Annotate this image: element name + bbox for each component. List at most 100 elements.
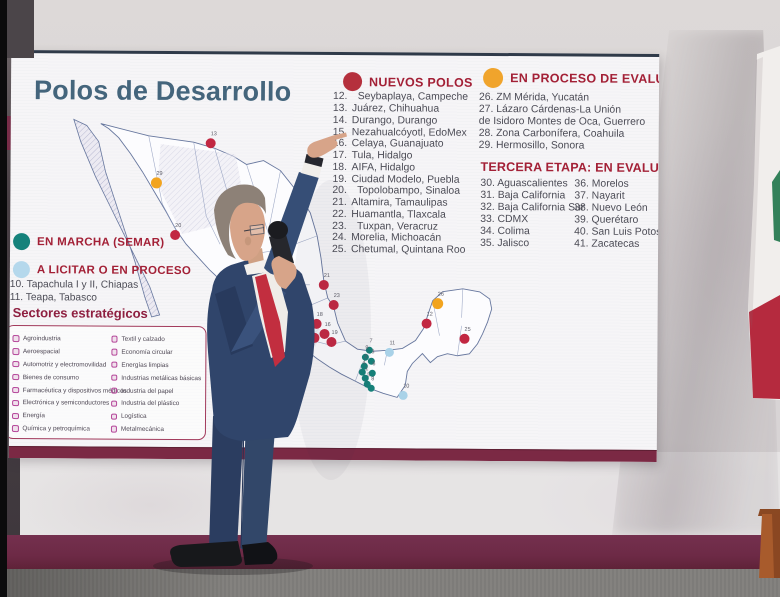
sector-label: Logística bbox=[120, 412, 147, 421]
sector-item: Energías limpias bbox=[110, 358, 202, 371]
map-marker-dot bbox=[432, 298, 444, 310]
list-item: 33. CDMX bbox=[480, 213, 529, 226]
list-item-number: 15. bbox=[332, 126, 348, 138]
electronics-icon bbox=[12, 399, 19, 407]
sector-label: Energías limpias bbox=[121, 361, 169, 369]
automotive-icon bbox=[12, 361, 19, 368]
sector-label: Aeroespacial bbox=[22, 347, 60, 356]
sector-label: Electrónica y semiconductores bbox=[22, 399, 110, 408]
map-marker-dot bbox=[150, 177, 162, 189]
list-item: 23. Tuxpan, Veracruz bbox=[332, 220, 484, 233]
list-item-text: Durango, Durango bbox=[351, 114, 438, 127]
list-item-number: 20. bbox=[332, 185, 347, 197]
list-item: 37. Nayarit bbox=[574, 190, 625, 202]
map-marker-dot bbox=[170, 229, 181, 241]
list-item: 38. Nuevo León bbox=[574, 202, 648, 214]
map-marker-dot bbox=[299, 330, 310, 341]
list-item: 34. Colima bbox=[480, 225, 530, 238]
floor-carpet bbox=[0, 569, 780, 597]
list-item: 35. Jalisco bbox=[480, 237, 530, 250]
a-licitar-list: 10. Tapachula I y II, Chiapas 11. Teapa, … bbox=[10, 279, 170, 306]
list-item-text: Nezahualcóyotl, EdoMex bbox=[351, 126, 467, 139]
map-marker-dot bbox=[318, 279, 329, 290]
nuevos-polos-label: NUEVOS POLOS bbox=[369, 74, 473, 90]
top-left-dark-corner bbox=[7, 0, 34, 58]
map-marker-number: 21 bbox=[323, 272, 331, 279]
map-marker-number: 3 bbox=[371, 349, 375, 356]
list-item: 11. Teapa, Tabasco bbox=[9, 292, 98, 304]
map-marker-dot bbox=[367, 384, 375, 392]
sector-item: Textil y calzado bbox=[110, 333, 202, 346]
map-marker-dot bbox=[326, 336, 337, 348]
sector-item: Industria del papel bbox=[110, 384, 202, 397]
list-item: 25. Chetumal, Quintana Roo bbox=[332, 244, 484, 257]
list-item: 41. Zacatecas bbox=[574, 238, 640, 250]
en-proceso-list: 26. ZM Mérida, Yucatán 27. Lázaro Cárden… bbox=[479, 92, 660, 153]
sector-item: Aeroespacial bbox=[12, 345, 107, 358]
sectores-col2: Textil y calzado Economía circular Energ… bbox=[110, 333, 201, 436]
map-marker-dot bbox=[421, 318, 432, 329]
sector-item: Industrias metálicas básicas bbox=[110, 371, 202, 384]
nuevos-polos-list: 12. Seybaplaya, Campeche 13. Juárez, Chi… bbox=[332, 91, 485, 256]
list-item-number: 22. bbox=[332, 208, 347, 220]
list-item: 20. Topolobampo, Sinaloa bbox=[332, 185, 484, 198]
map-marker-number: 6 bbox=[372, 361, 376, 368]
sector-item: Agroindustria bbox=[12, 332, 107, 345]
map-marker-number: 16 bbox=[324, 321, 331, 328]
consumer-goods-icon bbox=[12, 373, 19, 381]
list-item-number: 19. bbox=[332, 173, 347, 185]
en-proceso-label: EN PROCESO DE EVALUACIÓN bbox=[510, 71, 660, 87]
map-marker-dot bbox=[311, 318, 322, 329]
map-marker-dot bbox=[328, 299, 339, 311]
list-item-text: Altamira, Tamaulipas bbox=[351, 197, 448, 209]
orange-dot-icon bbox=[483, 67, 504, 89]
metalworking-icon bbox=[110, 426, 117, 433]
sector-label: Economía circular bbox=[121, 348, 173, 356]
list-item-text: Celaya, Guanajuato bbox=[351, 138, 444, 151]
map-marker-dot bbox=[309, 332, 320, 343]
list-item: 30. Aguascalientes bbox=[480, 177, 568, 190]
sector-label: Industria del plástico bbox=[121, 400, 180, 408]
map-marker-number: 10 bbox=[403, 383, 410, 390]
sector-item: Farmacéutica y dispositivos médicos bbox=[12, 384, 127, 397]
map-marker-number: 11 bbox=[389, 340, 396, 347]
list-item: 29. Hermosillo, Sonora bbox=[478, 139, 585, 152]
list-item: 26. ZM Mérida, Yucatán bbox=[478, 91, 590, 104]
en-marcha-header: EN MARCHA (SEMAR) bbox=[13, 233, 164, 251]
list-item-number: 13. bbox=[332, 103, 348, 115]
list-item: 39. Querétaro bbox=[574, 214, 639, 226]
sector-label: Bienes de consumo bbox=[22, 373, 79, 382]
en-proceso-header: EN PROCESO DE EVALUACIÓN bbox=[483, 67, 660, 89]
list-item: 31. Baja California bbox=[480, 189, 566, 202]
tercera-etapa-col1: 30. Aguascalientes 31. Baja California 32.… bbox=[480, 177, 584, 251]
list-item: de Isidoro Montes de Oca, Guerrero bbox=[478, 115, 646, 128]
map-marker-dot bbox=[300, 317, 311, 328]
list-item: 28. Zona Carbonífera, Coahuila bbox=[478, 127, 625, 140]
list-item: 19. Ciudad Modelo, Puebla bbox=[332, 173, 484, 186]
logistics-icon bbox=[110, 413, 118, 420]
tercera-etapa-header: TERCERA ETAPA: EN EVALUACIÓN bbox=[480, 159, 660, 176]
a-licitar-header: A LICITAR O EN PROCESO bbox=[12, 261, 191, 279]
sector-label: Metalmecánica bbox=[120, 425, 164, 434]
pharma-icon bbox=[12, 386, 19, 394]
sector-item: Química y petroquímica bbox=[11, 422, 107, 435]
list-item: 40. San Luis Potosí bbox=[574, 226, 660, 239]
map-marker-number: 17 bbox=[305, 310, 312, 317]
sector-item: Electrónica y semiconductores bbox=[12, 396, 110, 409]
map-marker-number: 13 bbox=[210, 131, 217, 138]
plastic-icon bbox=[110, 400, 118, 407]
map-marker-number: 20 bbox=[175, 223, 182, 230]
list-item-text: Huamantla, Tlaxcala bbox=[351, 208, 446, 221]
list-item-text: Tuxpan, Veracruz bbox=[351, 220, 439, 233]
map-marker-number: 7 bbox=[369, 338, 373, 345]
sector-item: Logística bbox=[110, 410, 201, 423]
sector-item: Metalmecánica bbox=[110, 423, 201, 436]
left-frame-edge bbox=[0, 0, 7, 597]
list-item-number: 12. bbox=[332, 91, 348, 103]
list-item: 24. Morelia, Michoacán bbox=[332, 232, 484, 245]
list-item: 27. Lázaro Cárdenas-La Unión bbox=[478, 103, 622, 116]
agroindustry-icon bbox=[12, 335, 20, 342]
list-item-number: 25. bbox=[332, 244, 347, 256]
paper-icon bbox=[110, 387, 118, 394]
